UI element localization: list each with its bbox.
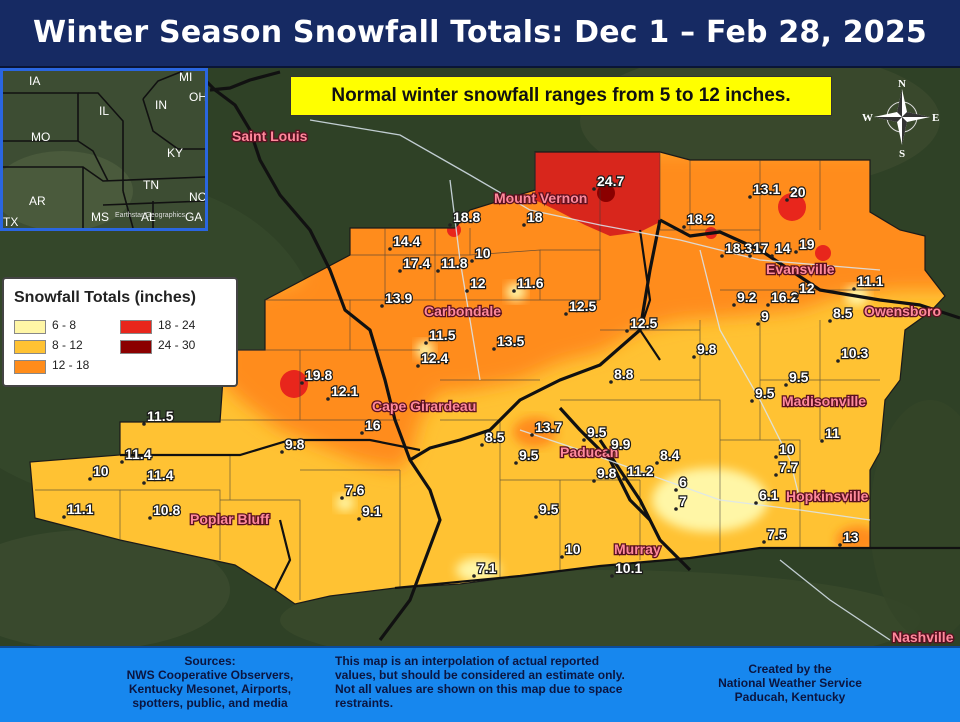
- legend-swatch: [120, 320, 152, 334]
- title-banner: Winter Season Snowfall Totals: Dec 1 – F…: [0, 0, 960, 68]
- credit-line: National Weather Service: [718, 676, 862, 690]
- disclaimer-block: This map is an interpolation of actual r…: [335, 654, 675, 710]
- inset-label-mo: MO: [31, 130, 50, 144]
- inset-label-ar: AR: [29, 194, 46, 208]
- disclaimer-line: This map is an interpolation of actual r…: [335, 654, 600, 668]
- state-boundaries: [120, 229, 960, 591]
- light-area-poplar: [336, 495, 354, 511]
- compass-w: W: [862, 112, 873, 124]
- normal-snowfall-note: Normal winter snowfall ranges from 5 to …: [290, 76, 832, 116]
- inset-label-mi: MI: [179, 71, 192, 84]
- highways: [309, 119, 891, 641]
- rivers: [193, 68, 960, 641]
- legend-swatch: [120, 340, 152, 354]
- compass-e: E: [932, 112, 939, 124]
- credit-line: Created by the: [748, 662, 832, 676]
- legend-item-8-12: 8 - 12: [14, 337, 119, 355]
- legend-item-18-24: 18 - 24: [120, 317, 225, 335]
- inset-label-ia: IA: [29, 74, 40, 88]
- sources-line: spotters, public, and media: [132, 696, 288, 710]
- sources-line: Kentucky Mesonet, Airports,: [128, 682, 292, 696]
- inset-label-in: IN: [155, 98, 167, 112]
- credit-line: Paducah, Kentucky: [734, 690, 846, 704]
- legend-item-6-8: 6 - 8: [14, 317, 119, 335]
- legend-title: Snowfall Totals (inches): [14, 289, 196, 306]
- credit-block: Created by the National Weather Service …: [690, 662, 890, 704]
- map-title: Winter Season Snowfall Totals: Dec 1 – F…: [32, 15, 928, 50]
- legend-item-24-30: 24 - 30: [120, 337, 225, 355]
- inset-label-nc: NC: [189, 190, 205, 204]
- legend: Snowfall Totals (inches) 6 - 8 8 - 12 12…: [2, 277, 238, 387]
- legend-swatch: [14, 340, 46, 354]
- footer: Sources: NWS Cooperative Observers, Kent…: [0, 646, 960, 722]
- inset-label-al: AL: [141, 210, 156, 224]
- max-spot-247: [597, 184, 615, 202]
- sources-block: Sources: NWS Cooperative Observers, Kent…: [95, 654, 325, 710]
- compass-n: N: [898, 78, 906, 90]
- inset-label-ms: MS: [91, 210, 109, 224]
- light-area-carbondale: [506, 283, 526, 301]
- disclaimer-line: restraints.: [335, 696, 394, 710]
- locator-inset-map: IA MI IL IN OH MO KY TN AR NC MS AL GA T…: [0, 68, 208, 231]
- legend-swatch: [14, 360, 46, 374]
- inset-credit: Earthstar Geographics: [115, 212, 186, 219]
- orange-spot-paducah: [513, 417, 557, 447]
- disclaimer-line: values, but should be considered an esti…: [335, 668, 625, 682]
- inset-label-tn: TN: [143, 178, 159, 192]
- light-area-south: [456, 558, 500, 582]
- inset-label-oh: OH: [189, 90, 205, 104]
- legend-swatch: [14, 320, 46, 334]
- inset-label-ga: GA: [185, 210, 202, 224]
- compass-rose: N S E W: [862, 78, 939, 157]
- light-area-cape: [416, 341, 434, 359]
- inset-label-il: IL: [99, 104, 109, 118]
- legend-item-12-18: 12 - 18: [14, 357, 119, 375]
- sources-line: NWS Cooperative Observers,: [126, 668, 294, 682]
- sources-heading: Sources:: [184, 654, 236, 668]
- light-area-hopkinsville: [652, 468, 768, 532]
- inset-label-ky: KY: [167, 146, 183, 160]
- compass-s: S: [899, 148, 905, 157]
- inset-label-tx: TX: [3, 215, 18, 228]
- disclaimer-line: Not all values are shown on this map due…: [335, 682, 623, 696]
